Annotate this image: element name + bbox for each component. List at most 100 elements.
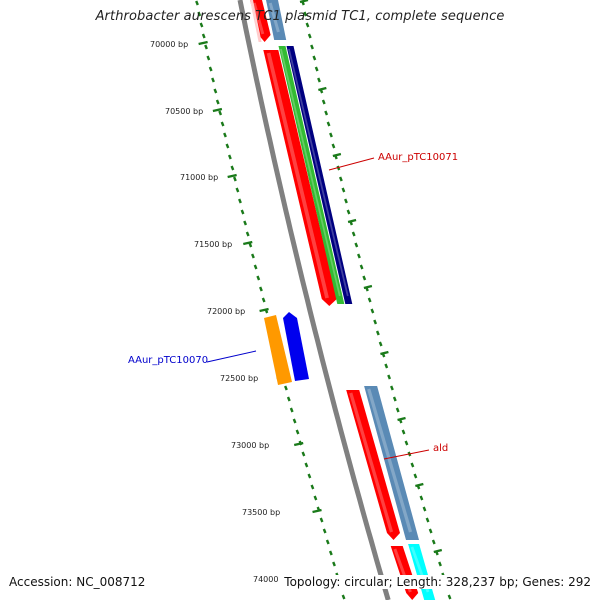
ruler-major-tick bbox=[415, 482, 424, 488]
ruler-dot bbox=[211, 77, 215, 83]
cds-top-shine bbox=[252, 2, 265, 35]
ruler-dot bbox=[324, 110, 329, 116]
cds-ald-shine bbox=[349, 392, 394, 533]
ruler-dot bbox=[378, 341, 383, 347]
ruler-dot bbox=[313, 495, 318, 501]
ruler-dot bbox=[341, 594, 346, 600]
ruler-dot bbox=[321, 99, 326, 105]
ruler-dot bbox=[310, 484, 315, 490]
ruler-label: 73000 bp bbox=[231, 441, 270, 450]
ruler-dot bbox=[232, 176, 237, 182]
feature-tracks bbox=[250, 0, 436, 600]
ruler-dot bbox=[261, 297, 266, 303]
ruler-dot bbox=[251, 253, 255, 259]
ruler-dot bbox=[199, 22, 204, 28]
ruler-major-tick bbox=[198, 40, 208, 46]
ruler-dot bbox=[419, 495, 424, 501]
leader-ald bbox=[383, 449, 430, 460]
label-leaders bbox=[206, 157, 430, 460]
gene-top-shine bbox=[268, 2, 280, 33]
ruler-dot bbox=[240, 209, 245, 215]
ruler-dot bbox=[431, 539, 436, 545]
ruler-dot bbox=[410, 462, 415, 468]
cds-aaur-ptc10071-shine bbox=[266, 52, 329, 299]
ruler-dot bbox=[238, 198, 242, 204]
accession-text: Accession: NC_008712 bbox=[9, 575, 146, 589]
ruler-dot bbox=[304, 462, 309, 468]
gene-green-aaur-ptc10071 bbox=[278, 46, 345, 304]
ruler-label: 73500 bp bbox=[242, 508, 281, 517]
ruler-label: 71000 bp bbox=[180, 173, 219, 182]
ruler-dot bbox=[245, 231, 250, 237]
gene-ald bbox=[364, 386, 419, 540]
ruler-dot bbox=[218, 110, 223, 116]
ruler-dot bbox=[325, 539, 330, 545]
ruler-dot bbox=[307, 473, 312, 479]
ruler-dot bbox=[295, 429, 300, 435]
backbone bbox=[237, 0, 391, 600]
ruler-dot bbox=[367, 297, 372, 303]
ruler-label: 70000 bp bbox=[150, 40, 189, 49]
map-title: Arthrobacter aurescens TC1 plasmid TC1, … bbox=[95, 9, 505, 24]
ruler-major-tick bbox=[380, 350, 389, 356]
gene-ald-shine bbox=[367, 388, 413, 533]
ruler-dot bbox=[284, 385, 288, 391]
ruler-dot bbox=[201, 33, 206, 39]
gene-orange-aaur-ptc10070 bbox=[264, 315, 292, 385]
ruler-dot bbox=[425, 517, 430, 523]
leader-aaur-ptc10071 bbox=[328, 157, 375, 171]
ruler-dot bbox=[331, 143, 336, 149]
ruler-dot bbox=[328, 550, 333, 556]
ruler-major-tick bbox=[347, 218, 357, 224]
ruler-dot bbox=[314, 66, 319, 72]
ruler-dot bbox=[351, 231, 356, 237]
ruler-major-tick bbox=[332, 152, 342, 158]
ruler-major-tick bbox=[397, 416, 406, 422]
map-stats: Topology: circular; Length: 328,237 bp; … bbox=[280, 575, 591, 589]
ruler-dot bbox=[195, 0, 199, 6]
cds-aaur-ptc10070 bbox=[283, 312, 309, 381]
ruler-label: 74000 bp bbox=[253, 575, 292, 584]
ruler-major-tick bbox=[299, 0, 309, 4]
ruler-dot bbox=[387, 374, 392, 380]
ruler-dot bbox=[357, 253, 361, 259]
ruler-dot bbox=[384, 363, 389, 369]
ruler-dot bbox=[422, 506, 427, 512]
ruler-dot bbox=[305, 22, 310, 28]
ruler-dot bbox=[319, 517, 324, 523]
ruler-label: 70500 bp bbox=[165, 107, 204, 116]
ruler-dot bbox=[392, 396, 397, 402]
gene-label-aaur-ptc10071[interactable]: AAur_pTC10071 bbox=[378, 152, 459, 163]
backbone-line bbox=[237, 0, 391, 600]
ruler-dot bbox=[204, 44, 208, 50]
ruler-major-tick bbox=[293, 441, 304, 447]
ruler-dot bbox=[332, 561, 336, 567]
ruler-dot bbox=[438, 561, 442, 567]
ruler-dot bbox=[370, 308, 375, 314]
ruler-dot bbox=[428, 528, 433, 534]
gene-navy-aaur-ptc10071 bbox=[286, 46, 353, 304]
ruler-dot bbox=[310, 44, 314, 50]
ruler-dot bbox=[359, 264, 364, 270]
gene-label-ald[interactable]: ald bbox=[433, 443, 449, 454]
gene-green-aaur-ptc10071-shine bbox=[280, 48, 341, 297]
ruler-dot bbox=[447, 594, 452, 600]
ruler-dot bbox=[317, 77, 321, 83]
ruler-dot bbox=[303, 11, 308, 17]
ruler-major-tick bbox=[212, 107, 223, 113]
ruler-dot bbox=[206, 55, 211, 61]
ruler-dot bbox=[341, 187, 346, 193]
ruler-label: 72000 bp bbox=[207, 307, 246, 316]
ruler-dot bbox=[326, 121, 331, 127]
ruler-dot bbox=[307, 33, 312, 39]
ruler-major-tick bbox=[259, 307, 269, 313]
cds-ald bbox=[346, 390, 400, 540]
ruler-label: 72500 bp bbox=[220, 374, 259, 383]
gene-label-aaur-ptc10070[interactable]: AAur_pTC10070 bbox=[128, 355, 209, 366]
gene-navy-aaur-ptc10071-shine bbox=[288, 48, 349, 297]
cds-aaur-ptc10071 bbox=[263, 50, 337, 306]
ruler-label: 71500 bp bbox=[194, 240, 233, 249]
ruler-major-tick bbox=[318, 86, 327, 92]
ruler-major-tick bbox=[227, 173, 237, 179]
ruler-dot bbox=[243, 220, 248, 226]
